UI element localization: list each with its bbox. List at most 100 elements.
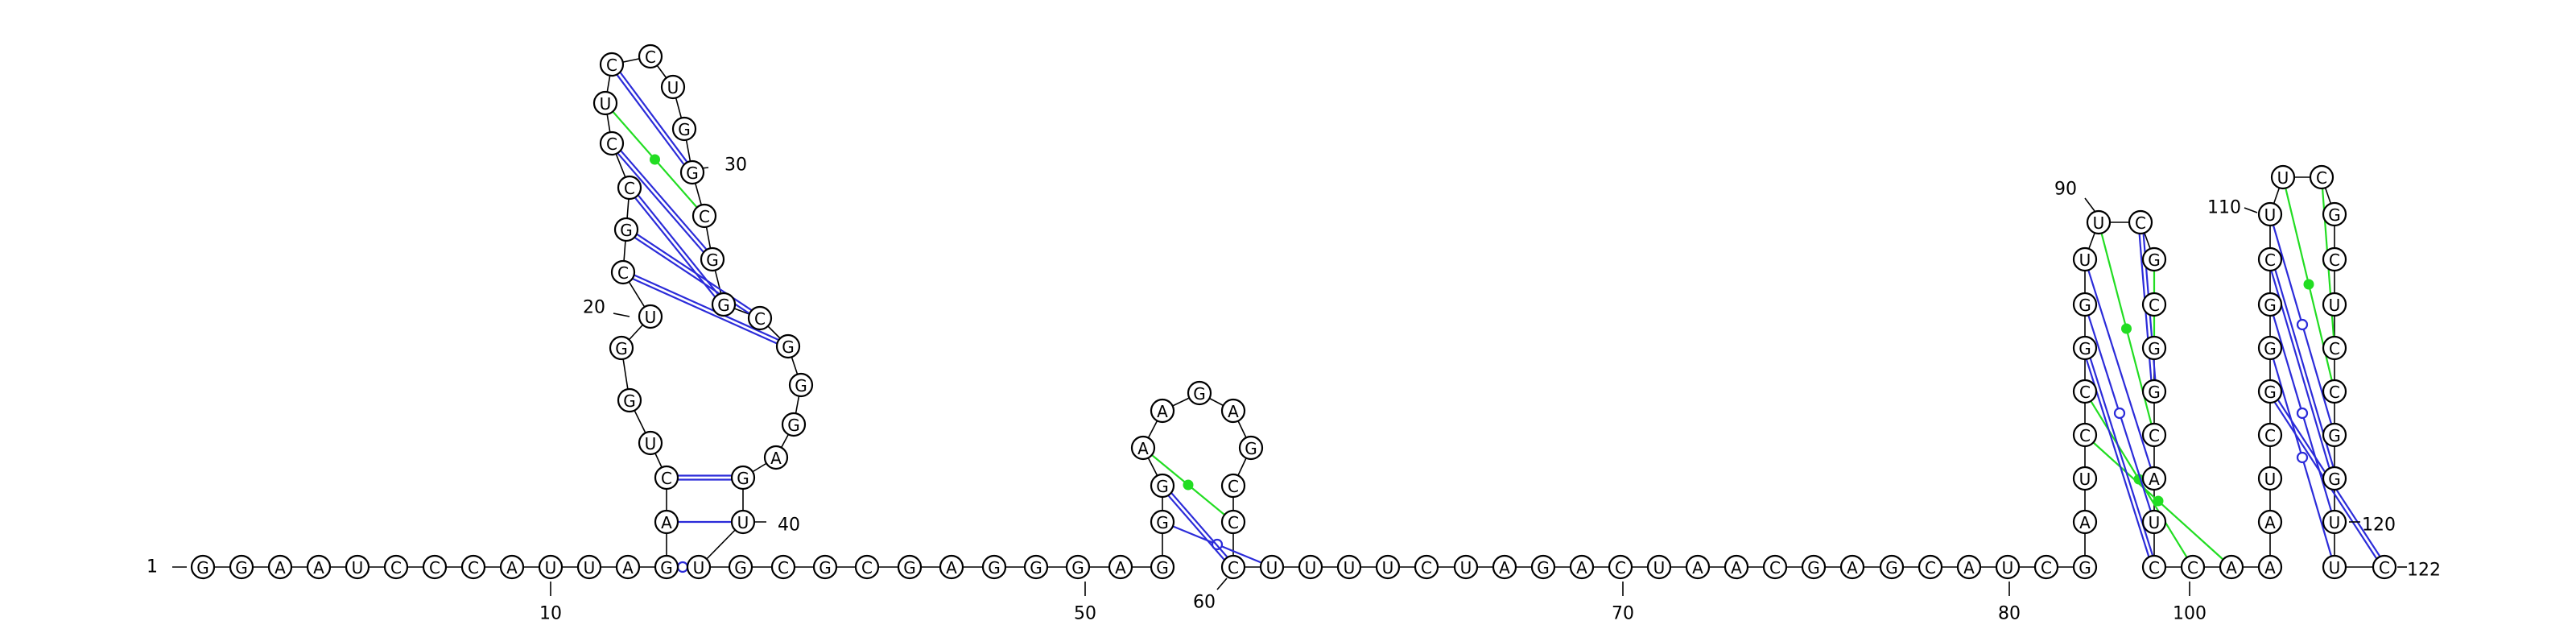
nucleotide-42: C: [770, 554, 796, 580]
nucleotide-119: G: [2322, 422, 2347, 448]
nucleotide-69: G: [1530, 554, 1556, 580]
index-label: 122: [2407, 561, 2441, 581]
nucleotide-72: U: [1646, 554, 1672, 580]
svg-text:G: G: [1071, 558, 1084, 578]
nucleotide-28: G: [671, 116, 697, 142]
svg-text:A: A: [313, 558, 324, 578]
nucleotide-11: U: [576, 554, 602, 580]
nucleotide-2: G: [229, 554, 254, 580]
svg-text:C: C: [645, 48, 656, 67]
svg-text:C: C: [2079, 383, 2091, 402]
index-label: 110: [2207, 198, 2241, 218]
nucleotide-34: G: [775, 333, 801, 359]
index-label: 70: [1612, 604, 1634, 621]
svg-text:G: G: [2079, 558, 2091, 578]
svg-text:A: A: [1115, 558, 1126, 578]
non-canonical-pair: [1151, 454, 1225, 515]
nucleotide-122: U: [2322, 554, 2347, 580]
svg-text:G: G: [1537, 558, 1550, 578]
svg-text:A: A: [946, 558, 957, 578]
nucleotide-90: U: [2072, 246, 2098, 272]
nucleotide-91: U: [2086, 209, 2112, 235]
nucleotide-92: C: [2128, 209, 2153, 235]
watson-crick-pair: [2087, 270, 2152, 468]
nucleotide-107: G: [2257, 379, 2283, 404]
nucleotide-123: C: [2372, 554, 2397, 580]
gu-wobble-pair: [2272, 225, 2333, 424]
nucleotide-88: G: [2072, 335, 2098, 361]
nucleotide-38: G: [730, 465, 756, 491]
svg-text:G: G: [706, 250, 719, 270]
gu-wobble-pair: [2272, 358, 2333, 557]
index-label: 50: [1074, 604, 1096, 621]
svg-text:A: A: [1692, 558, 1703, 578]
watson-crick-pair: [1167, 492, 1228, 561]
nucleotide-52: G: [1150, 509, 1175, 535]
svg-text:U: U: [2329, 296, 2341, 315]
nucleotide-86: C: [2072, 422, 2098, 448]
svg-text:A: A: [2226, 558, 2237, 578]
nucleotide-94: C: [2141, 292, 2167, 317]
index-label: 30: [724, 155, 747, 176]
nucleotide-109: G: [2257, 292, 2283, 317]
svg-text:G: G: [1193, 384, 1206, 404]
index-label: 120: [2362, 515, 2396, 536]
svg-text:G: G: [1807, 558, 1820, 578]
nucleotide-1: G: [190, 554, 216, 580]
svg-text:G: G: [2328, 426, 2341, 445]
svg-text:U: U: [645, 308, 657, 327]
nucleotide-108: G: [2257, 335, 2283, 361]
svg-text:G: G: [1156, 477, 1169, 496]
svg-text:U: U: [2002, 558, 2014, 578]
nucleotide-96: G: [2141, 379, 2167, 404]
nucleotide-112: U: [2270, 164, 2296, 190]
svg-text:A: A: [770, 449, 782, 468]
nucleotide-68: A: [1492, 554, 1517, 580]
svg-text:A: A: [2079, 513, 2091, 532]
svg-text:C: C: [1769, 558, 1781, 578]
nucleotide-117: C: [2322, 335, 2347, 361]
nucleotide-48: G: [1023, 554, 1049, 580]
nucleotide-33: C: [747, 305, 773, 331]
nucleotide-17: G: [617, 387, 642, 413]
svg-text:C: C: [390, 558, 402, 578]
nucleotide-99: U: [2141, 509, 2167, 535]
svg-text:C: C: [2041, 558, 2052, 578]
index-label: 80: [1998, 604, 2021, 621]
svg-text:G: G: [787, 416, 800, 435]
svg-text:A: A: [506, 558, 518, 578]
svg-text:G: G: [660, 558, 673, 578]
nucleotide-70: A: [1569, 554, 1595, 580]
svg-text:A: A: [2264, 558, 2276, 578]
svg-text:A: A: [622, 558, 634, 578]
svg-text:G: G: [903, 558, 916, 578]
svg-text:C: C: [624, 179, 635, 198]
nucleotide-47: G: [981, 554, 1007, 580]
svg-text:U: U: [584, 558, 596, 578]
svg-text:U: U: [2329, 513, 2341, 532]
index-tick: [2244, 207, 2258, 213]
nucleotide-13: G: [654, 554, 679, 580]
svg-text:U: U: [645, 434, 657, 453]
svg-text:G: G: [2148, 250, 2161, 270]
nucleotide-76: G: [1801, 554, 1827, 580]
nucleotide-95: G: [2141, 335, 2167, 361]
gu-wobble-pair: [676, 561, 689, 573]
nucleotide-105: U: [2257, 466, 2283, 491]
svg-text:U: U: [2079, 250, 2091, 270]
nucleotide-65: U: [1375, 554, 1401, 580]
nucleotide-80: A: [1956, 554, 1982, 580]
nucleotide-29: G: [679, 159, 705, 185]
svg-text:G: G: [678, 120, 691, 139]
nucleotide-7: C: [422, 554, 448, 580]
svg-text:G: G: [1156, 558, 1169, 578]
nucleotide-110: C: [2257, 246, 2283, 272]
nucleotide-46: A: [939, 554, 964, 580]
svg-text:C: C: [2149, 296, 2160, 315]
svg-text:C: C: [2264, 426, 2276, 445]
svg-text:C: C: [2379, 558, 2390, 578]
nucleotide-54: A: [1130, 435, 1156, 461]
svg-text:C: C: [2329, 383, 2340, 402]
svg-text:G: G: [615, 339, 628, 358]
svg-text:C: C: [2316, 168, 2327, 188]
